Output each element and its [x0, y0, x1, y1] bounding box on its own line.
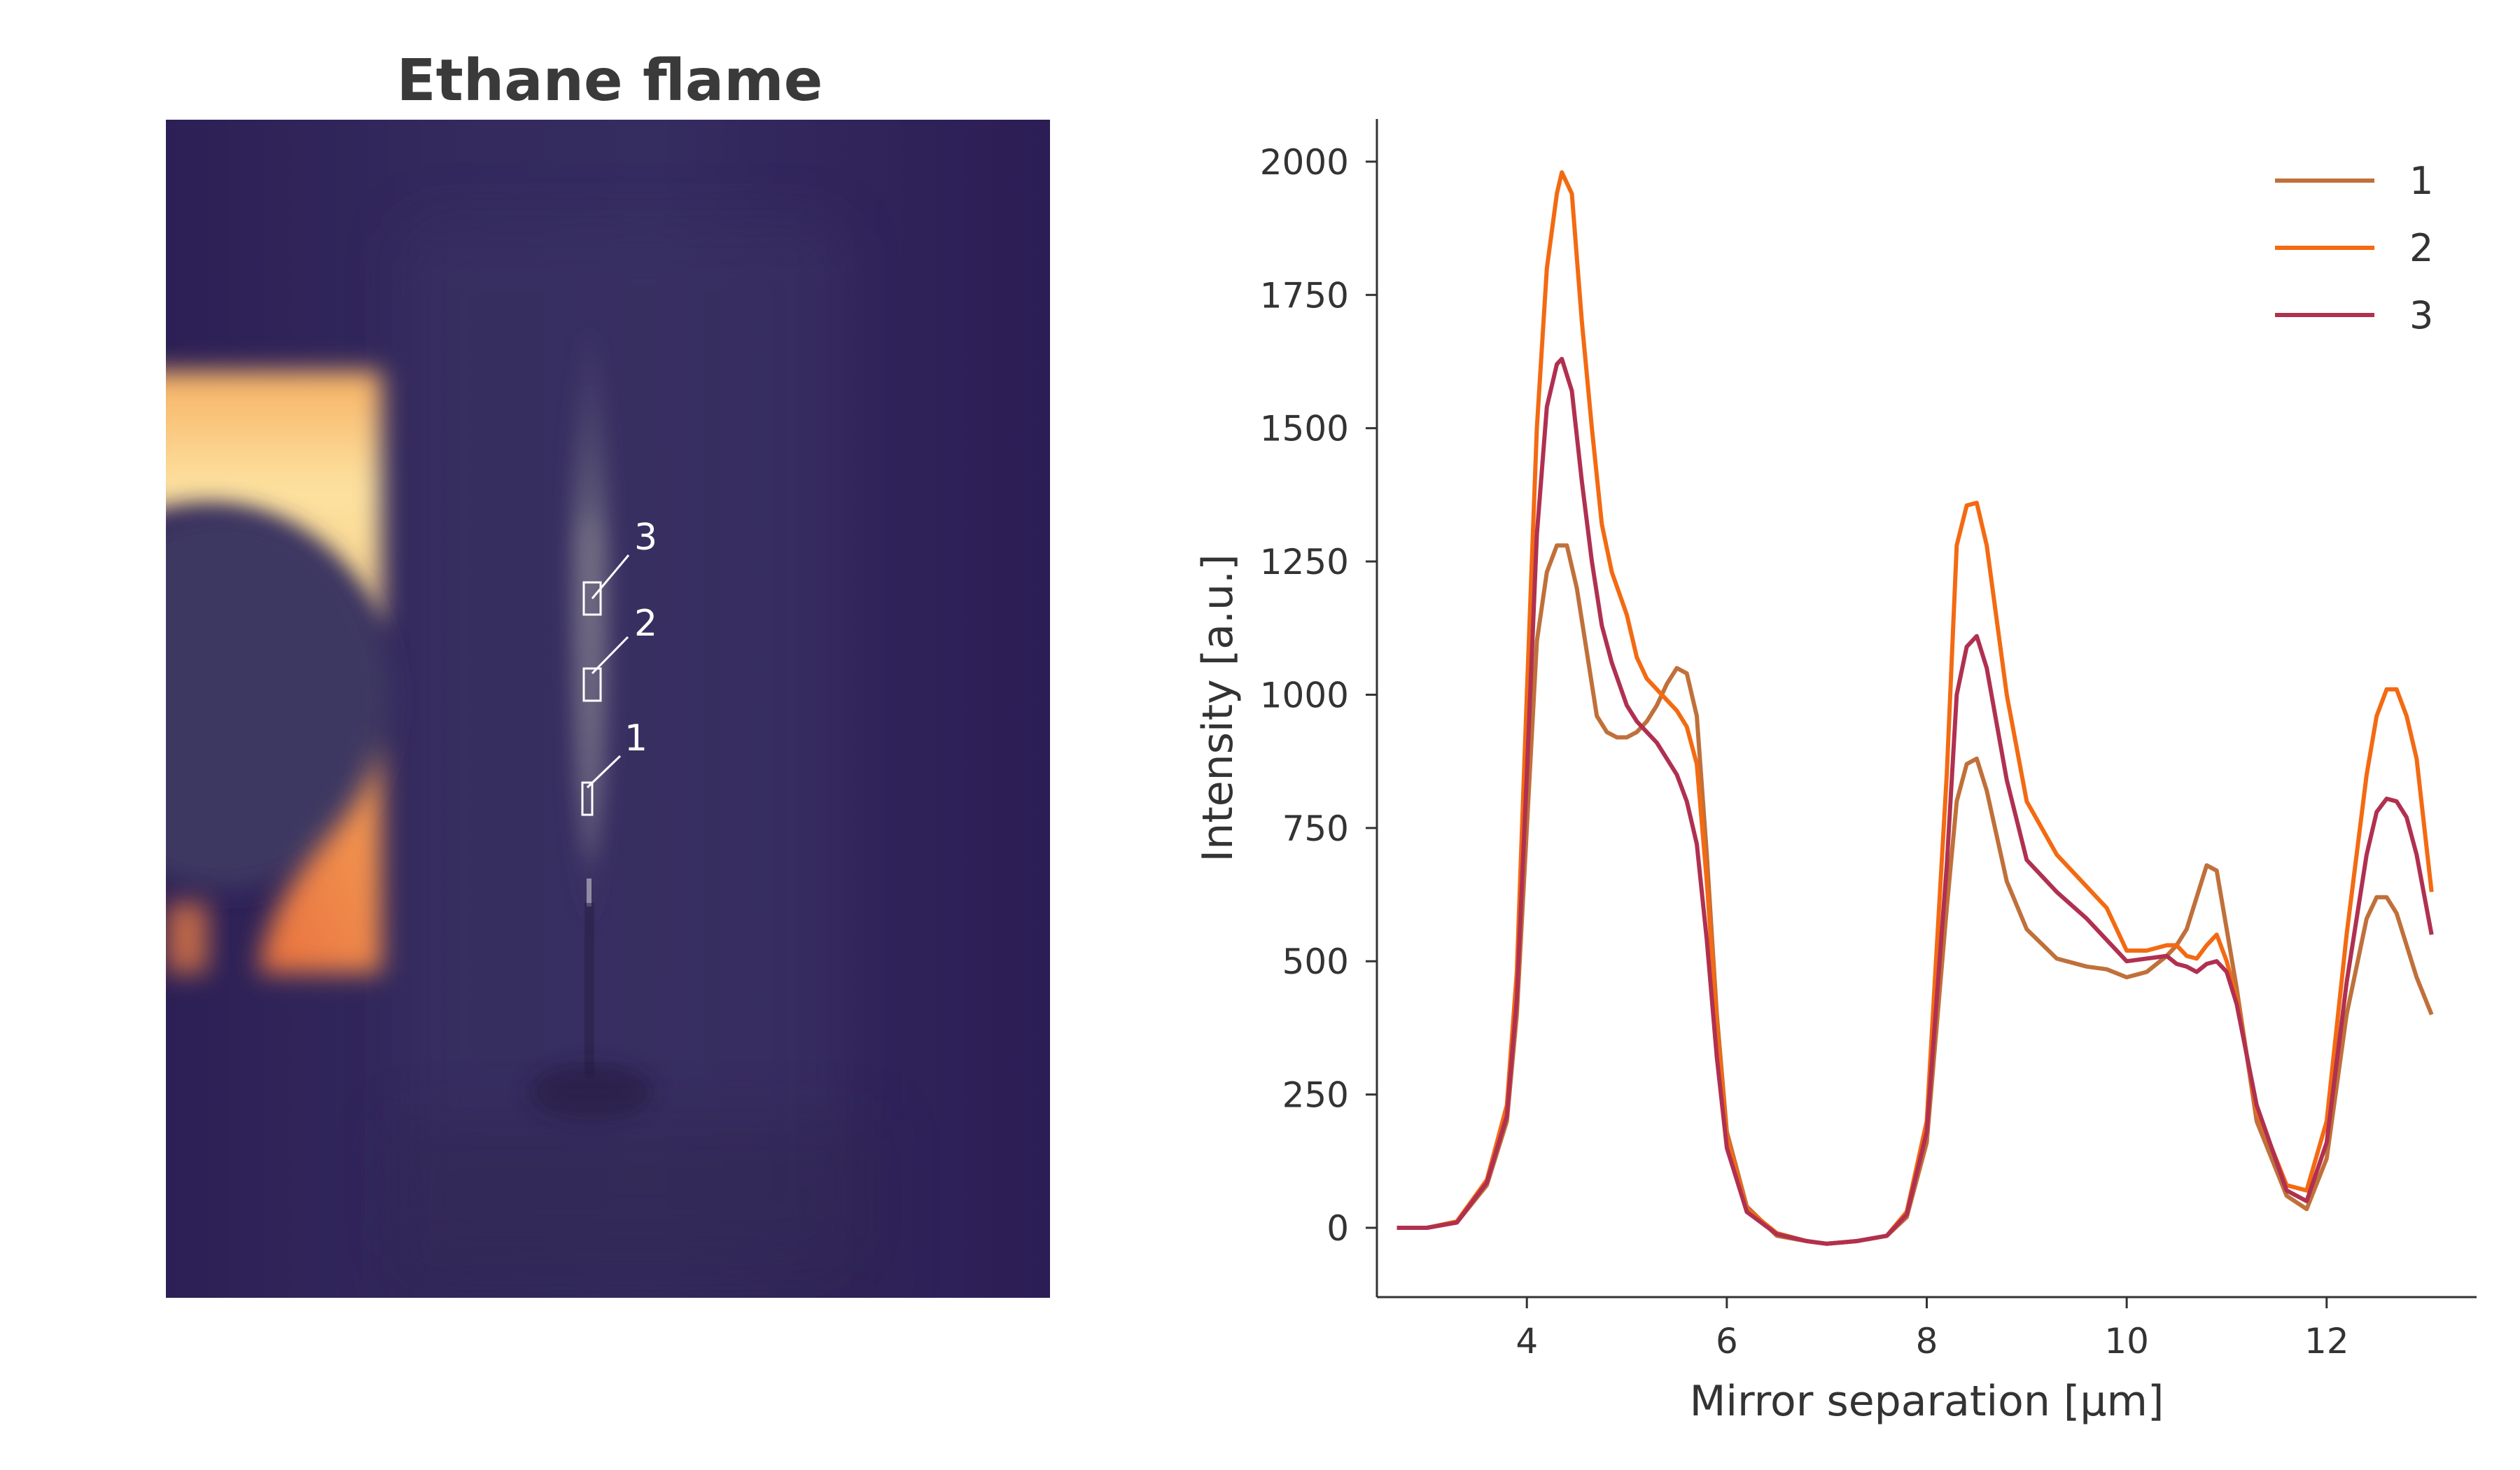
roi-2: 2	[582, 603, 657, 702]
roi-1: 1	[581, 718, 648, 816]
roi-label-1: 1	[624, 718, 648, 760]
chart-legend: 1 2 3	[2275, 159, 2433, 337]
x-tick-label: 12	[2304, 1321, 2349, 1362]
y-tick-label: 2000	[1260, 142, 1349, 183]
chart-series	[1396, 170, 2434, 1246]
y-tick-label: 250	[1282, 1075, 1349, 1116]
x-tick-label: 8	[1916, 1321, 1938, 1362]
x-tick-label: 10	[2104, 1321, 2149, 1362]
y-tick-label: 750	[1282, 808, 1349, 849]
image-title: Ethane flame	[396, 48, 823, 114]
roi-3: 3	[582, 517, 657, 616]
series-line-2	[1396, 170, 2434, 1246]
x-axis-label: Mirror separation [µm]	[1690, 1377, 2164, 1426]
x-tick-label: 6	[1716, 1321, 1738, 1362]
y-tick-label: 0	[1326, 1208, 1349, 1249]
legend-label-3: 3	[2409, 293, 2433, 337]
legend-label-1: 1	[2409, 159, 2433, 203]
legend-label-2: 2	[2409, 226, 2433, 270]
roi-label-2: 2	[634, 603, 657, 645]
series-line-3	[1396, 356, 2434, 1246]
y-tick-label: 1750	[1260, 275, 1349, 316]
roi-label-3: 3	[634, 517, 657, 559]
y-axis-label: Intensity [a.u.]	[1194, 554, 1242, 862]
y-tick-label: 500	[1282, 941, 1349, 982]
y-tick-label: 1250	[1260, 542, 1349, 582]
series-line-1	[1396, 543, 2434, 1246]
x-tick-label: 4	[1516, 1321, 1538, 1362]
y-tick-label: 1500	[1260, 409, 1349, 449]
y-tick-label: 1000	[1260, 675, 1349, 715]
